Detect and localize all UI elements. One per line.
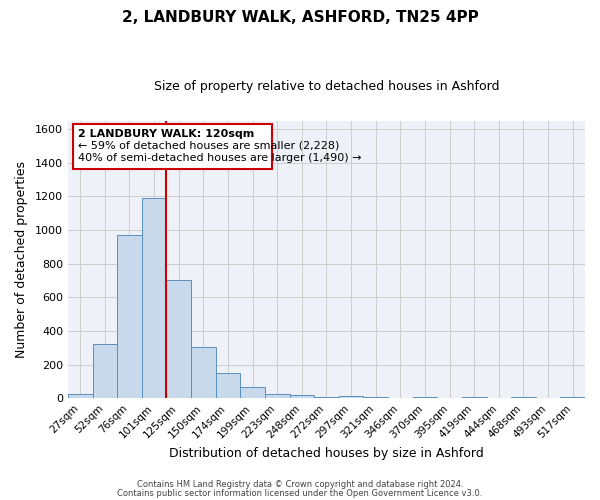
Text: Contains HM Land Registry data © Crown copyright and database right 2024.: Contains HM Land Registry data © Crown c… [137, 480, 463, 489]
Text: 2 LANDBURY WALK: 120sqm: 2 LANDBURY WALK: 120sqm [78, 129, 254, 139]
Bar [117, 235, 142, 398]
Text: 40% of semi-detached houses are larger (1,490) →: 40% of semi-detached houses are larger (… [78, 152, 361, 162]
Bar [290, 395, 314, 398]
Bar [339, 396, 364, 398]
Bar [215, 373, 240, 398]
Bar [191, 347, 215, 399]
Text: 2, LANDBURY WALK, ASHFORD, TN25 4PP: 2, LANDBURY WALK, ASHFORD, TN25 4PP [122, 10, 478, 25]
Bar [314, 396, 339, 398]
Y-axis label: Number of detached properties: Number of detached properties [15, 161, 28, 358]
Bar [142, 198, 166, 398]
Text: Contains public sector information licensed under the Open Government Licence v3: Contains public sector information licen… [118, 488, 482, 498]
Bar [240, 386, 265, 398]
X-axis label: Distribution of detached houses by size in Ashford: Distribution of detached houses by size … [169, 447, 484, 460]
Bar [92, 344, 117, 399]
Title: Size of property relative to detached houses in Ashford: Size of property relative to detached ho… [154, 80, 499, 93]
Bar [413, 396, 437, 398]
Bar [68, 394, 92, 398]
FancyBboxPatch shape [73, 124, 272, 170]
Bar [166, 280, 191, 398]
Bar [265, 394, 290, 398]
Text: ← 59% of detached houses are smaller (2,228): ← 59% of detached houses are smaller (2,… [78, 141, 339, 151]
